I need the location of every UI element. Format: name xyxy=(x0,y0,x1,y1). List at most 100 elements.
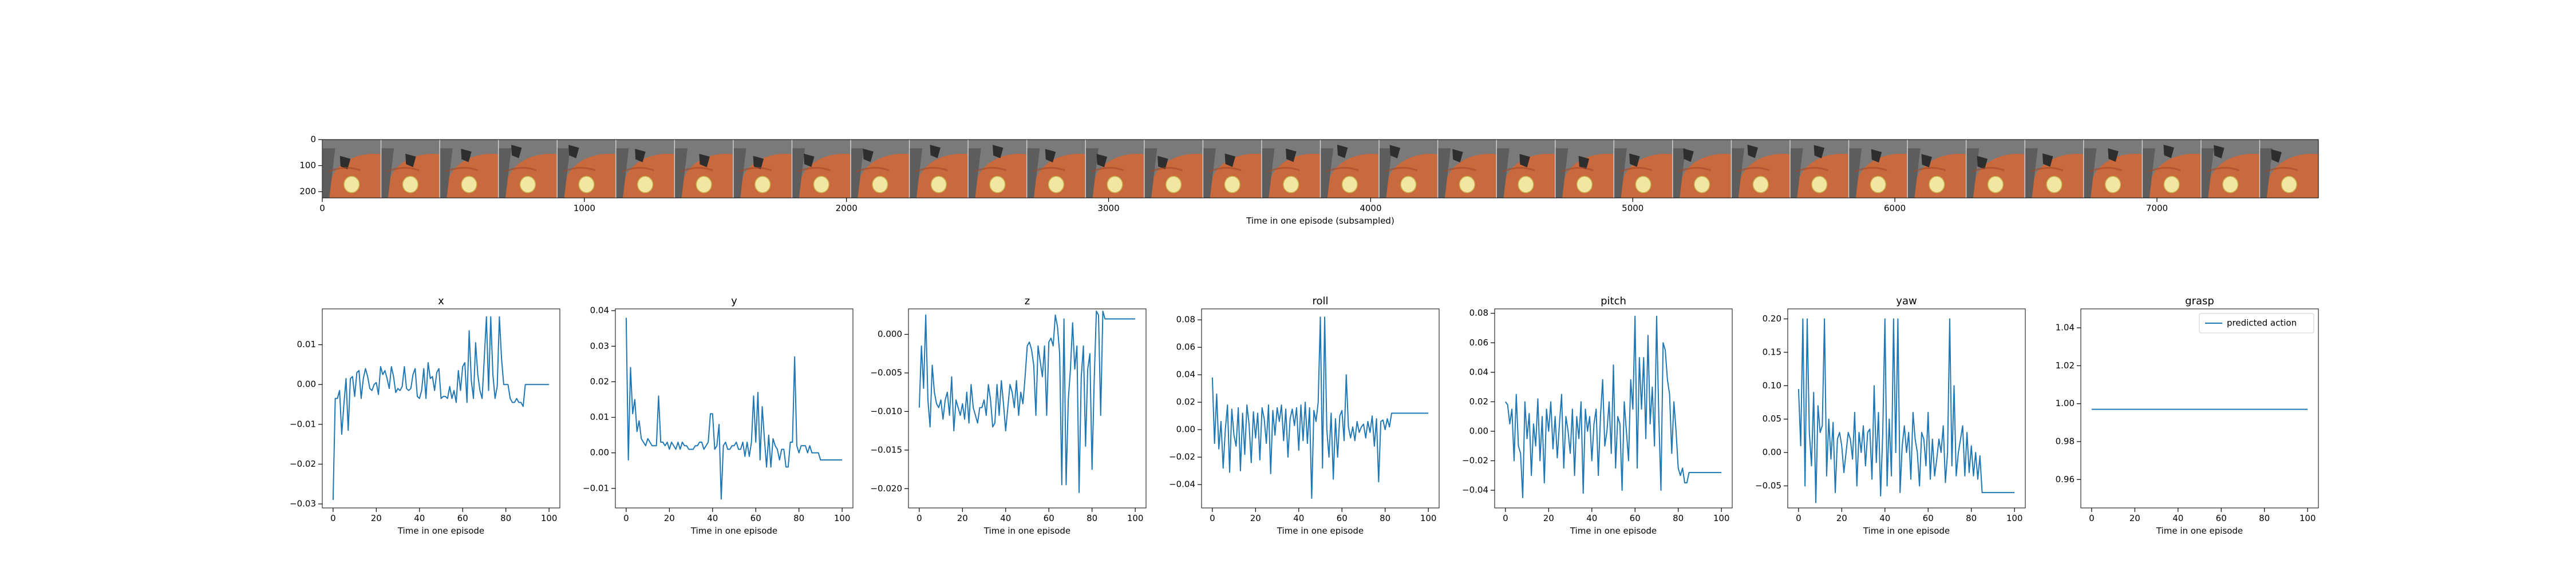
video-frame xyxy=(1730,140,1790,198)
y-tick-label: −0.02 xyxy=(290,459,316,469)
plate xyxy=(813,176,829,193)
y-tick-label: 0.10 xyxy=(1763,380,1781,391)
plate xyxy=(461,176,477,193)
robot-gripper xyxy=(1683,148,1694,162)
table-highlight xyxy=(1091,166,1124,173)
axes-frame xyxy=(1787,308,2026,509)
table-highlight xyxy=(621,166,655,173)
video-frame xyxy=(791,140,851,198)
y-tick-label: −0.05 xyxy=(1755,480,1781,491)
robot-gripper xyxy=(1921,154,1932,168)
x-tick-label: 20 xyxy=(1543,513,1554,523)
frame-shadow xyxy=(615,148,629,198)
video-frame xyxy=(1437,140,1497,198)
subplot-xlabel: Time in one episode xyxy=(983,526,1070,536)
frame-table xyxy=(974,153,1027,198)
table-highlight xyxy=(2089,166,2122,173)
frame-shadow xyxy=(2200,148,2214,198)
series-line xyxy=(1505,315,1722,498)
frame-table xyxy=(681,153,733,198)
table-highlight xyxy=(1384,166,1418,173)
frame-shadow xyxy=(1320,148,1334,198)
subplot-title: roll xyxy=(1312,295,1328,307)
robot-gripper xyxy=(753,156,764,170)
video-frame xyxy=(1554,140,1614,198)
y-tick-label: 0.03 xyxy=(590,341,609,351)
subplot-xlabel: Time in one episode xyxy=(2156,526,2243,536)
table-highlight xyxy=(1795,166,1829,173)
x-tick-label: 0 xyxy=(330,513,336,523)
frame-shadow xyxy=(1789,148,1803,198)
plate xyxy=(1518,176,1534,193)
frame-shadow xyxy=(381,148,394,198)
robot-gripper xyxy=(2108,148,2119,162)
y-tick-label: 0.05 xyxy=(1763,414,1781,424)
robot-gripper xyxy=(635,149,646,162)
plate xyxy=(1870,176,1886,193)
x-tick-label: 0 xyxy=(623,513,629,523)
robot-gripper xyxy=(930,145,941,158)
axes-frame xyxy=(1494,308,1733,509)
table-highlight xyxy=(915,166,948,173)
x-tick-label: 40 xyxy=(414,513,425,523)
robot-gripper xyxy=(2214,145,2225,158)
y-tick-label: 1.02 xyxy=(2056,360,2075,371)
video-frame xyxy=(1496,140,1555,198)
subplot-xlabel: Time in one episode xyxy=(1863,526,1950,536)
series-line xyxy=(1797,318,2015,503)
axes-frame xyxy=(908,308,1147,509)
x-tick-label: 0 xyxy=(319,203,325,213)
x-tick-label: 60 xyxy=(457,513,468,523)
plate xyxy=(754,176,771,193)
frame-shadow xyxy=(968,148,981,198)
plate xyxy=(1811,176,1828,193)
y-tick-label: 1.04 xyxy=(2056,323,2075,333)
frame-shadow xyxy=(2259,148,2273,198)
x-tick-label: 60 xyxy=(1630,513,1641,523)
y-tick-label: 0.04 xyxy=(1176,370,1195,380)
y-tick-label: 0.02 xyxy=(1469,396,1488,407)
frame-table xyxy=(1385,153,1438,198)
y-tick-label: −0.01 xyxy=(583,483,609,493)
frame-shadow xyxy=(498,148,512,198)
x-tick-label: 80 xyxy=(1086,513,1097,523)
frame-table xyxy=(2148,153,2201,198)
table-highlight xyxy=(1326,166,1359,173)
table-highlight xyxy=(973,166,1007,173)
frame-shadow xyxy=(1144,148,1157,198)
robot-gripper xyxy=(1096,153,1108,168)
frame-table xyxy=(505,153,558,198)
robot-gripper xyxy=(568,145,579,158)
y-tick-label: 0.00 xyxy=(297,379,316,390)
frame-table xyxy=(2090,153,2143,198)
series-line xyxy=(918,311,1136,494)
subplot-title: yaw xyxy=(1896,295,1917,307)
video-frame xyxy=(322,140,381,198)
table-highlight xyxy=(1971,166,2005,173)
legend-box xyxy=(2199,313,2314,333)
table-highlight xyxy=(1502,166,1535,173)
x-tick-label: 80 xyxy=(500,513,511,523)
x-tick-label: 40 xyxy=(1879,513,1890,523)
frame-shadow xyxy=(1966,148,1980,198)
frame-table xyxy=(446,153,499,198)
video-frame xyxy=(1085,140,1144,198)
robot-gripper xyxy=(1286,148,1297,162)
x-tick-label: 0 xyxy=(1503,513,1508,523)
axes-frame xyxy=(2080,308,2319,509)
x-tick-label: 0 xyxy=(1796,513,1801,523)
plate xyxy=(1987,176,2004,193)
x-tick-label: 60 xyxy=(1044,513,1054,523)
frame-shadow xyxy=(557,148,570,198)
y-tick-label: 0.15 xyxy=(1763,347,1781,357)
robot-gripper xyxy=(1337,144,1348,158)
subplot-title: grasp xyxy=(2185,295,2214,307)
robot-gripper xyxy=(461,149,472,162)
table-highlight xyxy=(1678,166,1712,173)
y-tick-label: 0.04 xyxy=(590,305,609,316)
frame-shadow xyxy=(2083,148,2097,198)
video-frame xyxy=(967,140,1027,198)
subplot-xlabel: Time in one episode xyxy=(1570,526,1657,536)
plate xyxy=(2046,176,2063,193)
x-tick-label: 20 xyxy=(371,513,382,523)
